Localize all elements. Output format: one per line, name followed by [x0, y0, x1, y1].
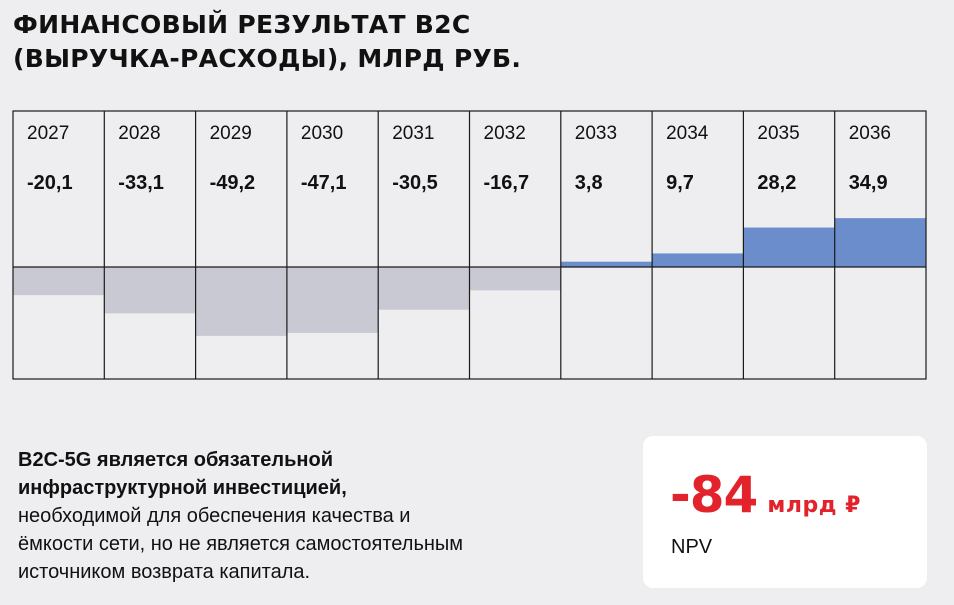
- year-label-2029: 2029: [210, 123, 252, 144]
- year-label-2032: 2032: [484, 123, 526, 144]
- chart: 2027 -20,1 2028 -33,1 2029 -49,2 2030 -47,1 2031…: [12, 110, 927, 380]
- note-line-3: источником возврата капитала.: [18, 561, 311, 583]
- npv-value: -84: [670, 466, 758, 524]
- bar-2036: [834, 218, 926, 267]
- bar-2028: [104, 267, 196, 314]
- note-text: B2C-5G является обязательной инфраструкт…: [18, 446, 608, 586]
- bar-2030: [286, 267, 379, 333]
- note-line-1: необходимой для обеспечения качества и: [18, 505, 411, 527]
- value-label-2029: -49,2: [210, 172, 256, 194]
- chart-title-line-2: (выручка-расходы), млрд руб.: [13, 44, 522, 73]
- year-label-2035: 2035: [757, 123, 799, 144]
- value-label-2030: -47,1: [301, 172, 347, 194]
- bar-2029: [195, 267, 287, 336]
- year-label-2030: 2030: [301, 123, 343, 144]
- year-label-2031: 2031: [392, 123, 434, 144]
- value-label-2033: 3,8: [575, 172, 603, 194]
- bar-2035: [743, 227, 835, 267]
- value-label-2034: 9,7: [666, 172, 694, 194]
- bar-2027: [13, 267, 105, 296]
- year-label-2033: 2033: [575, 123, 617, 144]
- chart-title: Финансовый результат B2C (выручка-расход…: [13, 8, 713, 76]
- chart-title-line-1: Финансовый результат B2C: [13, 10, 471, 39]
- npv-card: -84 млрд ₽ NPV: [643, 436, 927, 588]
- value-label-2028: -33,1: [118, 172, 164, 194]
- value-label-2031: -30,5: [392, 172, 438, 194]
- note-bold-line-1: B2C-5G является обязательной: [18, 449, 334, 471]
- bar-2032: [469, 267, 561, 291]
- value-label-2027: -20,1: [27, 172, 73, 194]
- note-line-2: ёмкости сети, но не является самостоятел…: [18, 533, 464, 555]
- year-label-2028: 2028: [118, 123, 160, 144]
- year-label-2036: 2036: [849, 123, 891, 144]
- value-label-2032: -16,7: [484, 172, 530, 194]
- year-label-2027: 2027: [27, 123, 69, 144]
- npv-label: NPV: [671, 536, 713, 558]
- bar-2031: [378, 267, 470, 310]
- bar-2034: [652, 253, 744, 267]
- npv-main: -84 млрд ₽: [670, 466, 861, 524]
- bar-2033: [560, 261, 653, 267]
- note-bold-line-2: инфраструктурной инвестицией,: [18, 477, 347, 499]
- value-label-2036: 34,9: [849, 172, 888, 194]
- value-label-2035: 28,2: [757, 172, 796, 194]
- npv-unit: млрд ₽: [767, 493, 861, 518]
- year-label-2034: 2034: [666, 123, 709, 144]
